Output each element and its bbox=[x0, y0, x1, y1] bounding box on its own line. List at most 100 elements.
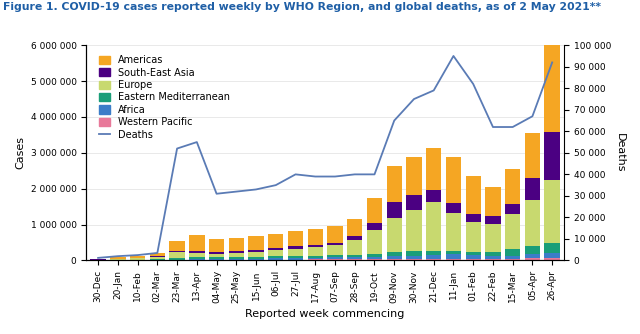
Bar bbox=[248, 259, 264, 260]
Bar bbox=[545, 180, 560, 243]
Bar bbox=[288, 248, 303, 256]
Bar bbox=[525, 178, 540, 199]
Bar bbox=[268, 250, 284, 256]
Bar bbox=[189, 234, 205, 252]
Bar bbox=[406, 259, 422, 261]
Bar bbox=[288, 258, 303, 260]
Bar bbox=[505, 259, 520, 261]
Bar bbox=[485, 216, 500, 224]
Bar bbox=[446, 259, 461, 261]
Y-axis label: Deaths: Deaths bbox=[615, 133, 625, 173]
Bar bbox=[367, 223, 382, 230]
Bar bbox=[248, 257, 264, 259]
Bar bbox=[110, 258, 125, 259]
Bar bbox=[426, 255, 442, 259]
Bar bbox=[248, 236, 264, 250]
Bar bbox=[308, 247, 323, 256]
Bar bbox=[406, 195, 422, 210]
Bar bbox=[485, 256, 500, 259]
Bar bbox=[367, 254, 382, 257]
Bar bbox=[545, 15, 560, 132]
Bar bbox=[288, 230, 303, 246]
Bar bbox=[288, 260, 303, 261]
Bar bbox=[268, 256, 284, 258]
Bar bbox=[327, 258, 342, 260]
Bar bbox=[387, 217, 402, 252]
Bar bbox=[209, 252, 224, 254]
Bar bbox=[150, 256, 165, 257]
Bar bbox=[387, 259, 402, 261]
Text: Figure 1. COVID-19 cases reported weekly by WHO Region, and global deaths, as of: Figure 1. COVID-19 cases reported weekly… bbox=[3, 2, 601, 12]
Bar bbox=[308, 245, 323, 247]
Bar bbox=[446, 213, 461, 251]
Bar bbox=[505, 256, 520, 259]
Bar bbox=[189, 260, 205, 261]
Bar bbox=[150, 257, 165, 259]
Bar bbox=[130, 256, 145, 258]
Bar bbox=[228, 260, 244, 261]
X-axis label: Reported week commencing: Reported week commencing bbox=[246, 309, 405, 319]
Bar bbox=[209, 259, 224, 260]
Bar bbox=[485, 187, 500, 216]
Bar bbox=[110, 259, 125, 260]
Bar bbox=[485, 252, 500, 256]
Bar bbox=[465, 222, 481, 252]
Bar bbox=[347, 219, 362, 236]
Bar bbox=[228, 257, 244, 259]
Bar bbox=[308, 258, 323, 260]
Bar bbox=[228, 259, 244, 260]
Bar bbox=[426, 189, 442, 202]
Bar bbox=[170, 260, 185, 261]
Bar bbox=[90, 259, 106, 260]
Bar bbox=[367, 257, 382, 259]
Bar bbox=[248, 252, 264, 257]
Bar bbox=[248, 250, 264, 252]
Bar bbox=[347, 236, 362, 240]
Bar bbox=[525, 255, 540, 259]
Bar bbox=[130, 260, 145, 261]
Bar bbox=[387, 202, 402, 217]
Y-axis label: Cases: Cases bbox=[15, 136, 25, 169]
Bar bbox=[189, 252, 205, 253]
Bar bbox=[308, 228, 323, 245]
Bar bbox=[347, 255, 362, 258]
Bar bbox=[327, 260, 342, 261]
Bar bbox=[367, 230, 382, 254]
Bar bbox=[209, 257, 224, 259]
Bar bbox=[406, 210, 422, 251]
Bar bbox=[170, 252, 185, 259]
Bar bbox=[209, 254, 224, 257]
Bar bbox=[406, 157, 422, 195]
Bar bbox=[426, 251, 442, 255]
Bar bbox=[505, 214, 520, 249]
Bar bbox=[327, 242, 342, 245]
Legend: Americas, South-East Asia, Europe, Eastern Mediterranean, Africa, Western Pacifi: Americas, South-East Asia, Europe, Easte… bbox=[96, 52, 233, 143]
Bar bbox=[426, 148, 442, 189]
Bar bbox=[248, 260, 264, 261]
Bar bbox=[327, 256, 342, 258]
Bar bbox=[308, 260, 323, 261]
Bar bbox=[327, 245, 342, 256]
Bar bbox=[209, 239, 224, 252]
Bar bbox=[228, 238, 244, 251]
Bar bbox=[209, 260, 224, 261]
Bar bbox=[545, 258, 560, 261]
Bar bbox=[446, 203, 461, 213]
Bar bbox=[426, 202, 442, 251]
Bar bbox=[367, 259, 382, 261]
Bar bbox=[446, 255, 461, 259]
Bar bbox=[150, 259, 165, 260]
Bar bbox=[387, 252, 402, 256]
Bar bbox=[465, 176, 481, 214]
Bar bbox=[327, 226, 342, 242]
Bar bbox=[525, 259, 540, 261]
Bar bbox=[130, 258, 145, 260]
Bar bbox=[465, 214, 481, 222]
Bar bbox=[406, 251, 422, 256]
Bar bbox=[545, 253, 560, 258]
Bar bbox=[268, 234, 284, 248]
Bar bbox=[446, 251, 461, 255]
Bar bbox=[525, 199, 540, 246]
Bar bbox=[446, 157, 461, 203]
Bar bbox=[288, 256, 303, 258]
